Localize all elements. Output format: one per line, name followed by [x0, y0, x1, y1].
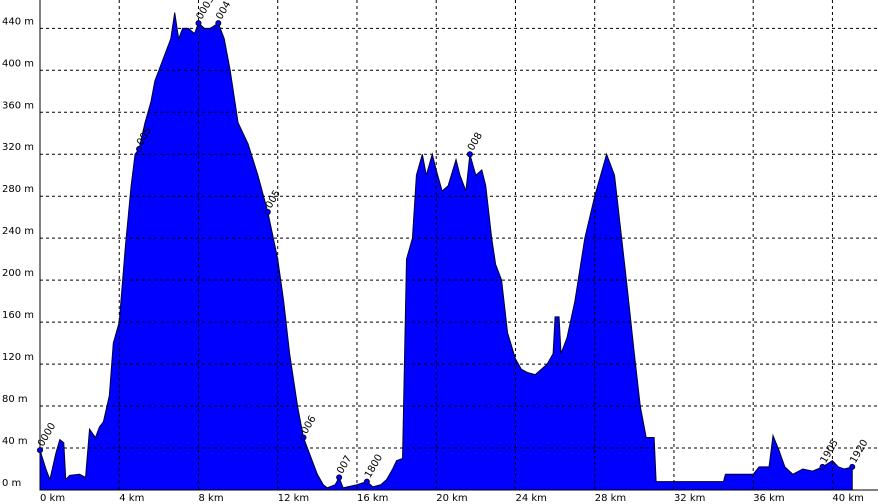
waypoint	[849, 463, 856, 470]
y-tick-label: 240 m	[2, 226, 34, 237]
x-tick-label: 28 km	[595, 493, 626, 504]
y-tick-label: 400 m	[2, 58, 34, 69]
waypoint-label: 008	[466, 131, 485, 153]
y-tick-label: 280 m	[2, 184, 34, 195]
x-tick-label: 20 km	[436, 493, 467, 504]
waypoint-label: 1920	[848, 438, 870, 466]
y-tick-label: 320 m	[2, 142, 34, 153]
x-tick-label: 12 km	[278, 493, 309, 504]
waypoint	[466, 151, 473, 158]
x-tick-label: 36 km	[753, 493, 784, 504]
x-tick-label: 0 km	[40, 493, 65, 504]
waypoint-label: 006	[300, 414, 319, 436]
x-tick-label: 8 km	[198, 493, 223, 504]
waypoint-label: 0003	[195, 0, 217, 22]
waypoint	[215, 20, 222, 27]
y-tick-label: 40 m	[2, 436, 28, 447]
y-tick-label: 160 m	[2, 310, 34, 321]
y-tick-label: 440 m	[2, 16, 34, 27]
waypoint	[136, 145, 143, 152]
x-tick-label: 4 km	[119, 493, 144, 504]
x-tick-label: 24 km	[515, 493, 546, 504]
x-tick-label: 32 km	[674, 493, 705, 504]
waypoint-label: 1800	[363, 453, 385, 481]
x-tick-label: 40 km	[832, 493, 863, 504]
waypoint	[336, 474, 343, 481]
y-tick-label: 120 m	[2, 352, 34, 363]
waypoint	[300, 434, 307, 441]
y-tick-label: 360 m	[2, 100, 34, 111]
waypoint-label: 0000	[36, 421, 58, 449]
elevation-area	[39, 12, 853, 491]
waypoint-label: 004	[214, 0, 233, 22]
waypoint	[195, 20, 202, 27]
waypoint-label: 1905	[819, 438, 841, 466]
waypoint	[819, 463, 826, 470]
waypoint-label: 005	[264, 188, 283, 210]
y-tick-label: 0 m	[2, 478, 21, 489]
y-tick-label: 200 m	[2, 268, 34, 279]
y-tick-label: 80 m	[2, 394, 28, 405]
waypoint	[264, 208, 271, 215]
waypoint	[363, 478, 370, 485]
waypoint	[37, 447, 43, 454]
waypoint-label: 007	[335, 454, 354, 476]
x-tick-label: 16 km	[357, 493, 388, 504]
